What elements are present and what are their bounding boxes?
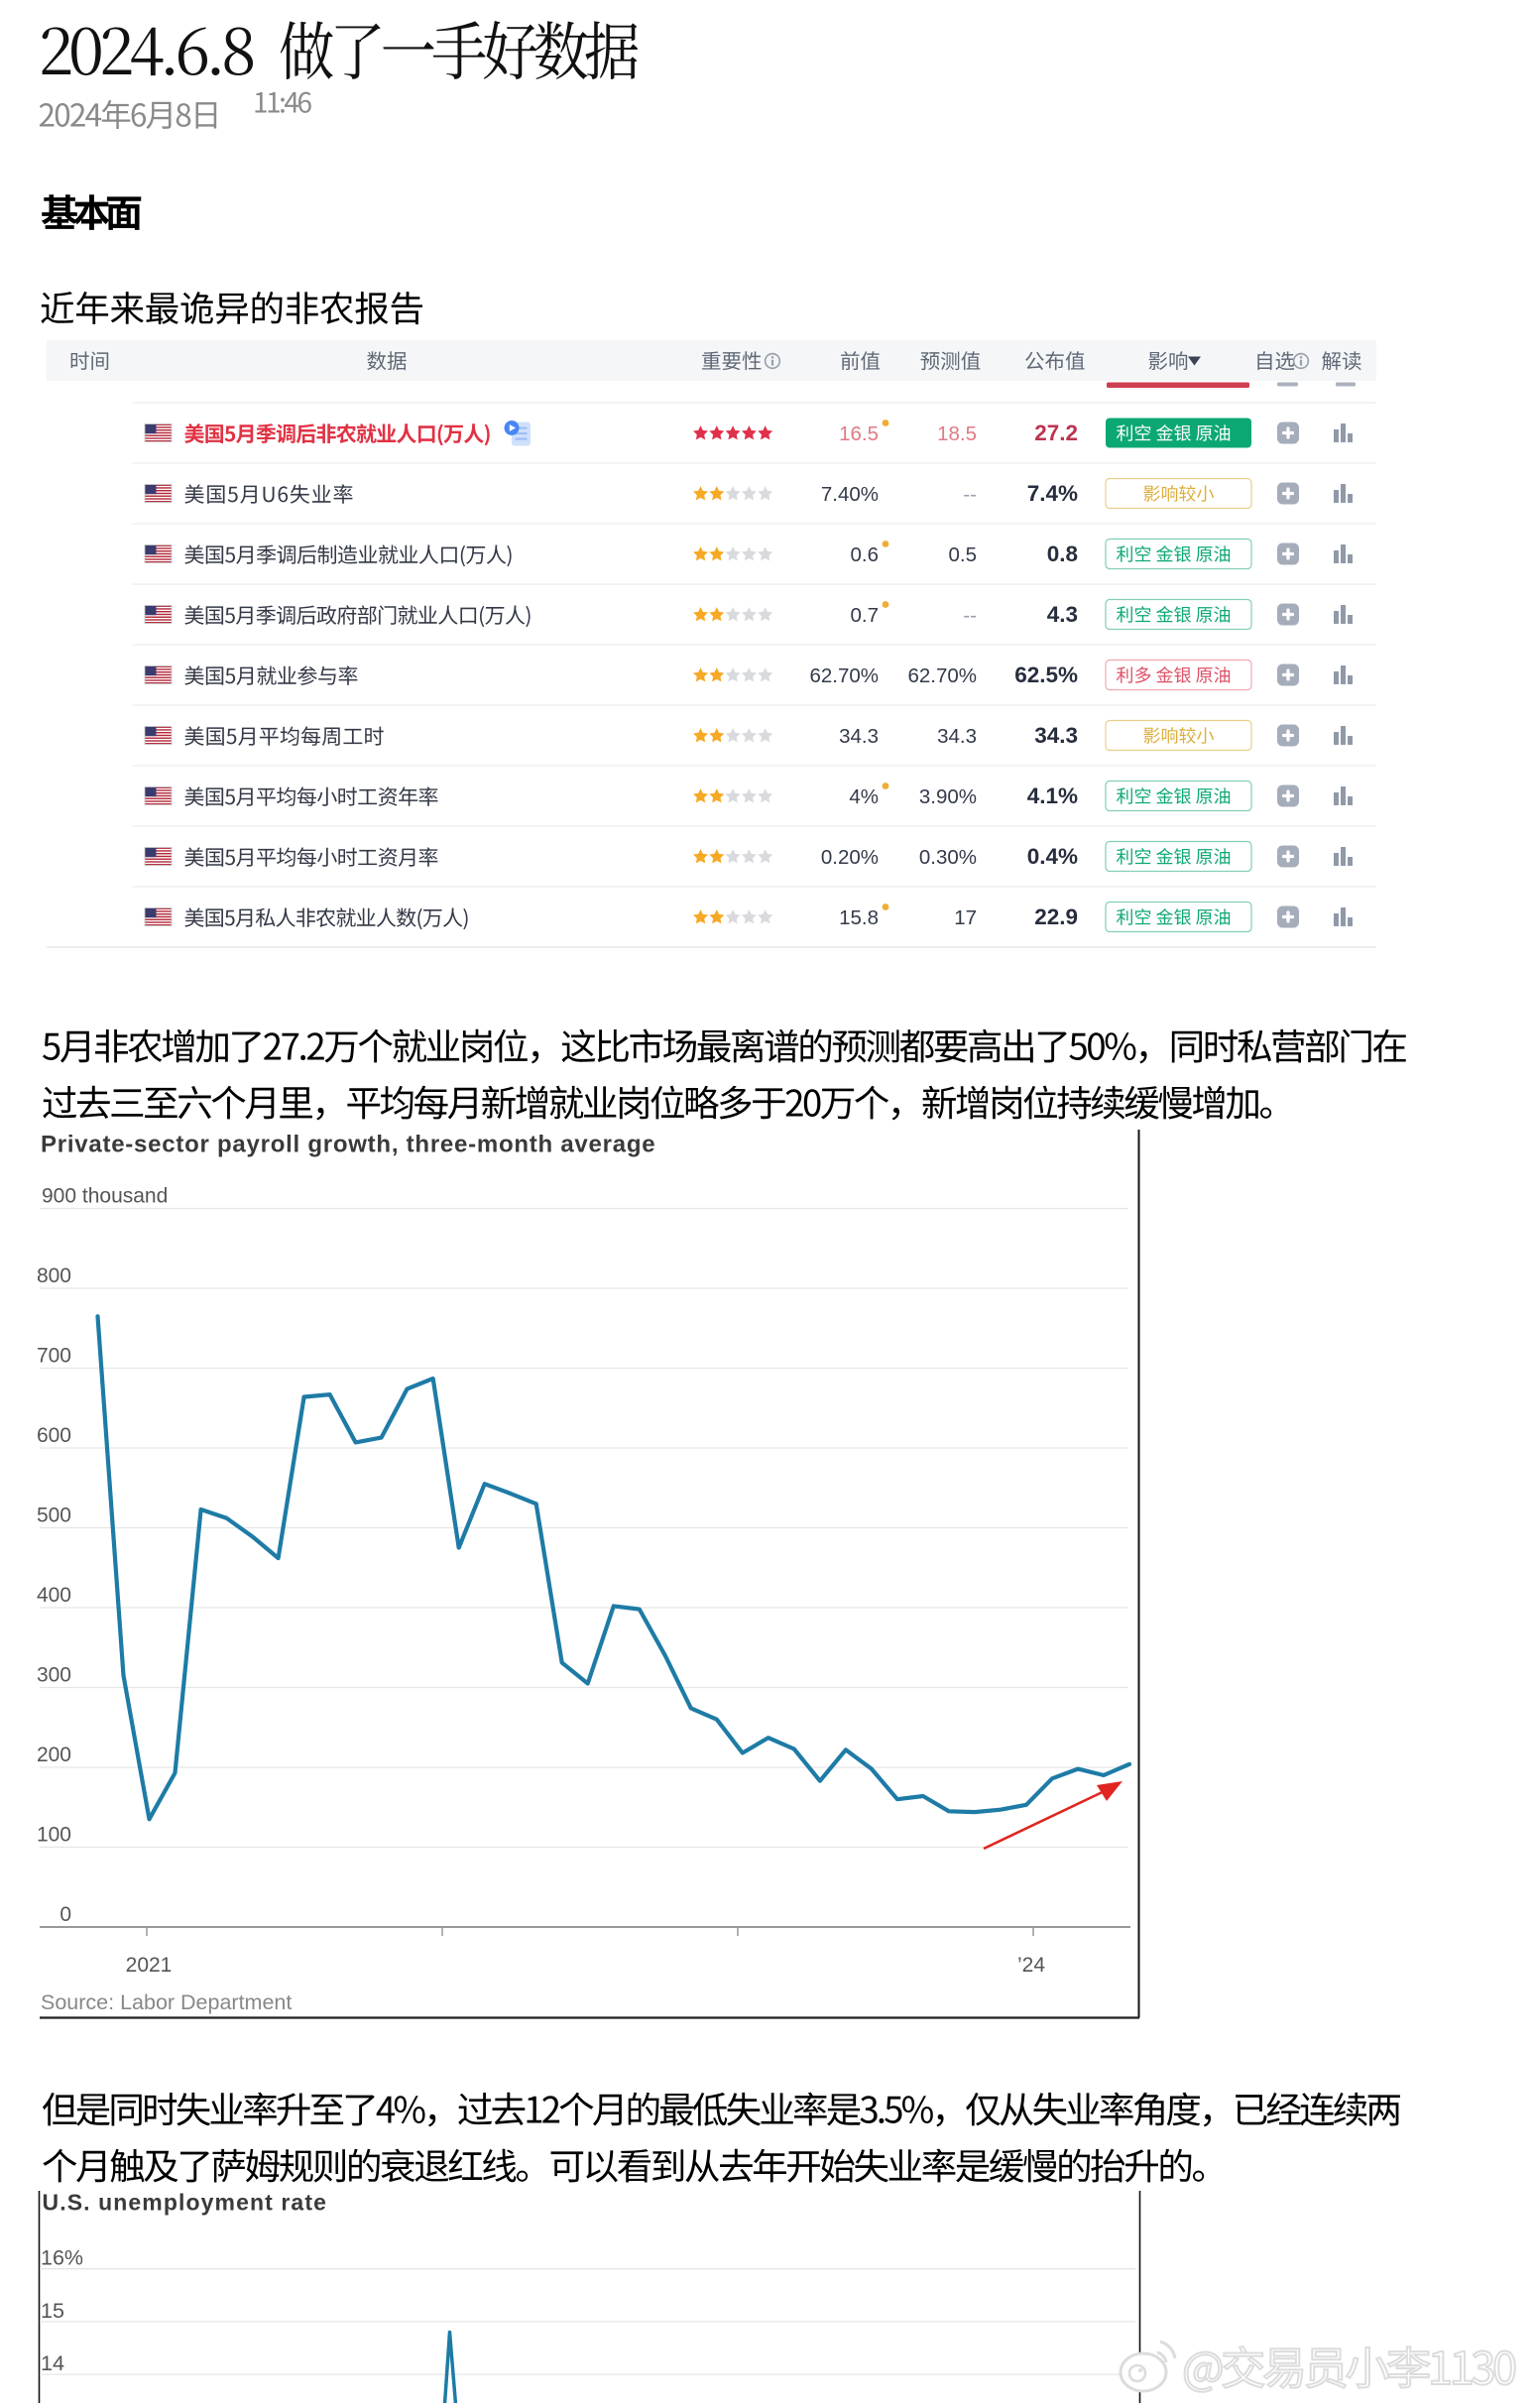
- svg-text:800: 800: [37, 1264, 71, 1287]
- svg-text:300: 300: [37, 1664, 71, 1687]
- svg-text:0: 0: [59, 1903, 71, 1926]
- svg-text:100: 100: [37, 1824, 71, 1847]
- svg-text:7.4%: 7.4%: [1027, 481, 1078, 506]
- svg-text:16.5: 16.5: [839, 422, 879, 445]
- svg-text:400: 400: [37, 1584, 71, 1607]
- svg-text:34.3: 34.3: [839, 725, 879, 748]
- svg-text:62.70%: 62.70%: [809, 664, 879, 687]
- svg-text:700: 700: [37, 1345, 71, 1368]
- svg-text:0.8: 0.8: [1047, 542, 1078, 566]
- svg-text:16%: 16%: [41, 2246, 83, 2270]
- svg-text:4%: 4%: [849, 785, 879, 808]
- svg-text:--: --: [963, 483, 977, 506]
- svg-text:4.3: 4.3: [1047, 602, 1078, 627]
- svg-text:3.90%: 3.90%: [919, 785, 977, 808]
- svg-text:--: --: [963, 604, 977, 627]
- svg-text:2021: 2021: [126, 1954, 173, 1977]
- svg-text:27.2: 27.2: [1034, 421, 1078, 445]
- svg-text:Source: Labor Department: Source: Labor Department: [41, 1990, 292, 2014]
- svg-text:14: 14: [41, 2351, 64, 2375]
- svg-text:0.20%: 0.20%: [821, 846, 879, 869]
- svg-text:200: 200: [37, 1744, 71, 1766]
- svg-text:18.5: 18.5: [937, 422, 977, 445]
- svg-text:500: 500: [37, 1505, 71, 1527]
- svg-text:U.S. unemployment rate: U.S. unemployment rate: [43, 2190, 327, 2216]
- svg-text:7.40%: 7.40%: [821, 483, 879, 506]
- svg-text:’24: ’24: [1017, 1954, 1045, 1977]
- svg-text:34.3: 34.3: [1034, 723, 1078, 748]
- svg-text:600: 600: [37, 1424, 71, 1447]
- svg-text:62.5%: 62.5%: [1014, 662, 1078, 687]
- svg-text:0.7: 0.7: [851, 604, 880, 627]
- svg-text:34.3: 34.3: [937, 725, 977, 748]
- svg-text:4.1%: 4.1%: [1027, 783, 1078, 808]
- svg-text:22.9: 22.9: [1034, 904, 1078, 929]
- svg-text:0.30%: 0.30%: [919, 846, 977, 869]
- svg-text:900 thousand: 900 thousand: [42, 1185, 168, 1208]
- svg-text:17: 17: [954, 906, 977, 929]
- svg-text:0.6: 0.6: [851, 543, 880, 566]
- svg-text:15: 15: [41, 2299, 64, 2323]
- svg-text:15.8: 15.8: [839, 906, 879, 929]
- svg-text:0.5: 0.5: [949, 543, 978, 566]
- svg-text:Private-sector payroll growth,: Private-sector payroll growth, three-mon…: [41, 1132, 655, 1158]
- svg-text:0.4%: 0.4%: [1027, 844, 1078, 869]
- svg-text:62.70%: 62.70%: [907, 664, 977, 687]
